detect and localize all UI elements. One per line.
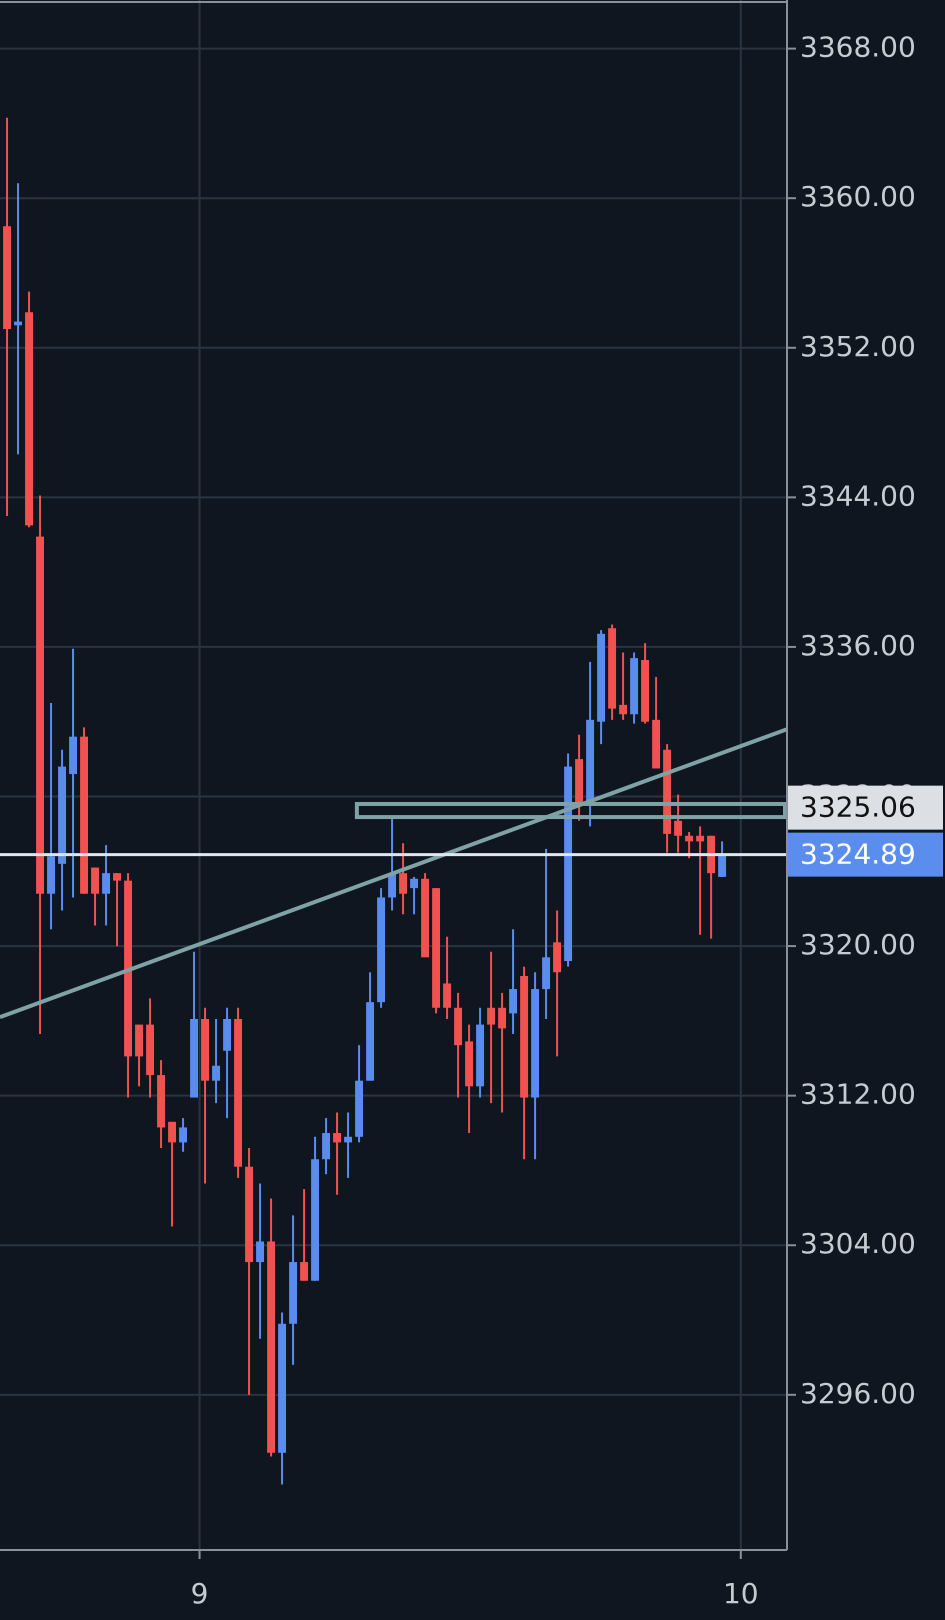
candle-body — [586, 719, 595, 806]
candle-body — [344, 1136, 353, 1143]
candle-body — [454, 1007, 463, 1046]
candle-body — [223, 1018, 232, 1051]
candle-body — [179, 1127, 188, 1143]
candle-body — [168, 1121, 177, 1143]
candle-body — [498, 1007, 507, 1029]
candle-body — [36, 536, 45, 894]
candle-body — [399, 873, 408, 894]
candle-body — [278, 1323, 287, 1453]
candle-body — [311, 1159, 320, 1281]
y-tick-label: 3360.00 — [800, 180, 916, 213]
candle-body — [487, 1007, 496, 1025]
candle-body — [619, 704, 628, 715]
candle-body — [564, 766, 573, 962]
candle-body — [14, 321, 23, 326]
candle-body — [641, 660, 650, 722]
y-tick-label: 3344.00 — [800, 479, 916, 512]
box-price-label: 3325.06 — [800, 791, 916, 824]
candle-body — [135, 1024, 144, 1057]
candle-body — [322, 1133, 331, 1160]
candle-body — [663, 749, 672, 834]
last-price-badge — [788, 832, 943, 877]
x-tick-label: 9 — [191, 1577, 209, 1610]
candle-body — [157, 1075, 166, 1128]
y-tick-label: 3368.00 — [800, 31, 916, 64]
candle-body — [509, 989, 518, 1014]
candle-body — [597, 633, 606, 722]
y-tick-label: 3352.00 — [800, 330, 916, 363]
candle-body — [531, 989, 540, 1098]
candle-body — [300, 1262, 309, 1281]
candle-body — [102, 873, 111, 894]
candle-body — [718, 854, 727, 877]
candle-body — [410, 878, 419, 889]
candle-body — [234, 1018, 243, 1167]
candle-body — [245, 1166, 254, 1263]
candle-body — [212, 1065, 221, 1081]
y-tick-label: 3296.00 — [800, 1377, 916, 1410]
candle-body — [443, 983, 452, 1008]
candle-body — [25, 312, 34, 526]
candle-body — [3, 226, 12, 330]
candle-body — [47, 856, 56, 894]
candle-body — [674, 820, 683, 836]
trendline — [0, 727, 788, 1020]
x-tick-label: 10 — [723, 1577, 759, 1610]
box-price-badge — [788, 785, 943, 830]
candle-body — [685, 835, 694, 842]
candle-body — [190, 1018, 199, 1098]
candle-body — [58, 766, 67, 864]
candle-body — [91, 867, 100, 894]
candle-body — [553, 942, 562, 973]
candle-body — [696, 835, 705, 842]
candle-body — [201, 1018, 210, 1081]
candle-body — [377, 897, 386, 1003]
candle-body — [630, 658, 639, 715]
candle-body — [465, 1041, 474, 1087]
candle-body — [113, 873, 122, 881]
candle-body — [432, 888, 441, 1008]
y-tick-label: 3320.00 — [800, 928, 916, 961]
candle-body — [355, 1080, 364, 1137]
candle-body — [267, 1241, 276, 1453]
y-tick-label: 3304.00 — [800, 1227, 916, 1260]
candle-body — [289, 1262, 298, 1324]
candle-body — [421, 878, 430, 958]
last-price-label: 3324.89 — [800, 838, 916, 871]
y-tick-label: 3312.00 — [800, 1078, 916, 1111]
candle-body — [476, 1024, 485, 1087]
candle-body — [256, 1241, 265, 1263]
candle-body — [146, 1024, 155, 1076]
candle-body — [388, 873, 397, 898]
candle-body — [366, 1002, 375, 1081]
range-box — [354, 801, 787, 820]
candle-body — [575, 759, 584, 806]
candle-body — [608, 628, 617, 709]
candle-body — [652, 719, 661, 769]
candle-body — [333, 1133, 342, 1143]
y-tick-label: 3336.00 — [800, 629, 916, 662]
candle-body — [542, 957, 551, 990]
candle-body — [520, 975, 529, 1098]
candle-body — [69, 736, 78, 775]
candle-body — [80, 736, 89, 894]
